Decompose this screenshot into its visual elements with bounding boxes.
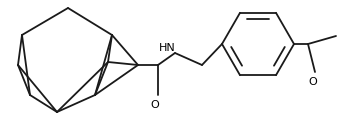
Text: HN: HN xyxy=(158,43,175,53)
Text: O: O xyxy=(151,100,159,110)
Text: O: O xyxy=(309,77,317,87)
